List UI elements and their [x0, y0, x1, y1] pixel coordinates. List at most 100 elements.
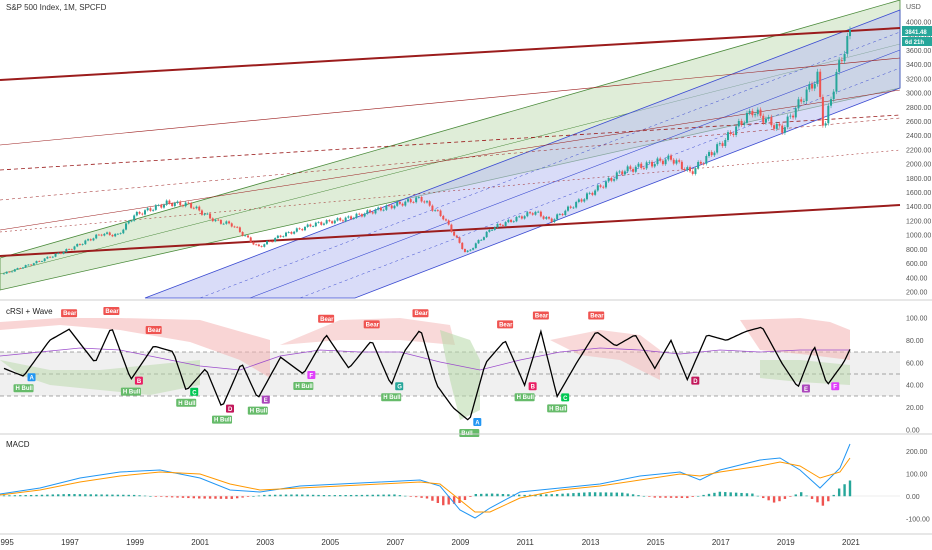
candle-body: [754, 114, 757, 116]
macd-histogram-bar: [328, 495, 331, 497]
macd-histogram-bar: [290, 494, 293, 497]
candle-body: [507, 219, 510, 223]
crsi-red-zone-1: [0, 318, 270, 378]
candle-body: [512, 221, 515, 223]
macd-histogram-bar: [550, 494, 553, 497]
candle-body: [125, 223, 128, 230]
candle-body: [366, 210, 369, 214]
candle-body: [247, 235, 250, 238]
blue-channel: [144, 9, 901, 299]
candle-body: [271, 241, 274, 243]
candle-body: [426, 201, 428, 203]
macd-histogram-bar: [24, 495, 27, 497]
candle-body: [556, 214, 559, 220]
time-tick-label: 2003: [256, 538, 274, 547]
candle-body: [328, 220, 331, 222]
candle-body: [119, 233, 122, 235]
macd-histogram-bar: [637, 495, 640, 497]
candle-body: [16, 268, 19, 270]
wave-letter-tag: [528, 382, 537, 391]
bull-tag: [120, 387, 141, 396]
macd-histogram-bar: [111, 494, 114, 497]
macd-histogram-bar: [51, 494, 55, 497]
candle-body: [84, 240, 87, 245]
price-tick-label: 1800.00: [906, 176, 931, 183]
blue-channel-dash-2: [299, 67, 901, 299]
candle-body: [591, 192, 594, 195]
crsi-axis: 100.00 80.00 60.00 40.00 20.00 0.00: [906, 316, 928, 435]
macd-histogram-bar: [94, 494, 98, 497]
candle-body: [550, 218, 553, 222]
candle-body: [146, 208, 149, 211]
bear-tag: [412, 309, 429, 318]
macd-histogram-bar: [181, 496, 185, 498]
price-tick-label: 200.00: [906, 290, 928, 297]
macd-histogram-bar: [799, 492, 803, 497]
candle-body: [138, 211, 141, 214]
candle-body: [214, 219, 217, 222]
macd-histogram-bar: [100, 494, 103, 497]
crsi-pane: cRSI + Wave Bear BearBearBearBearBearBear…: [0, 306, 928, 438]
candle-body: [103, 233, 106, 236]
macd-histogram-bar: [165, 496, 168, 498]
candle-body: [783, 127, 786, 133]
candle-body: [748, 110, 751, 113]
candle-body: [721, 143, 724, 146]
trendline-5: [0, 89, 901, 231]
wave-letter-label: F: [833, 385, 837, 391]
macd-histogram-bar: [588, 492, 591, 497]
macd-histogram-bar: [257, 495, 261, 497]
candle-body: [181, 205, 184, 207]
candle-body: [154, 205, 157, 210]
candle-body: [78, 244, 81, 245]
candle-body: [501, 225, 504, 226]
macd-histogram-bar: [680, 496, 684, 498]
macd-histogram: [2, 480, 852, 506]
candle-body: [843, 53, 846, 62]
macd-histogram-bar: [154, 496, 158, 497]
candle-body: [344, 217, 347, 222]
candle-body: [431, 205, 434, 211]
macd-histogram-bar: [241, 496, 244, 498]
macd-histogram-bar: [713, 492, 716, 497]
candle-body: [293, 231, 296, 234]
macd-histogram-bar: [67, 494, 71, 497]
bear-tag: [61, 309, 78, 318]
wave-letter-label: D: [228, 407, 233, 413]
candle-body: [545, 217, 548, 219]
candle-body: [542, 216, 545, 219]
time-tick-label: 2005: [321, 538, 339, 547]
candle-body: [664, 159, 667, 165]
candle-body: [583, 199, 586, 202]
macd-histogram-bar: [192, 496, 196, 499]
candle-body: [702, 163, 705, 165]
candle-body: [444, 219, 447, 221]
macd-histogram-bar: [127, 494, 130, 497]
macd-histogram-bar: [116, 494, 120, 497]
macd-histogram-bar: [371, 494, 374, 497]
candle-body: [680, 161, 683, 170]
macd-histogram-bar: [387, 494, 391, 497]
candle-body: [195, 206, 198, 209]
candle-body: [653, 164, 656, 167]
candle-body: [417, 197, 420, 198]
price-tick-label: 2600.00: [906, 119, 931, 126]
candle-body: [813, 83, 816, 89]
wave-letter-label: E: [264, 398, 268, 404]
candle-body: [751, 110, 754, 116]
candle-body: [59, 252, 62, 254]
price-tick-label: 1000.00: [906, 233, 931, 240]
macd-histogram-bar: [621, 492, 624, 497]
candle-body: [594, 190, 597, 195]
support-line: [0, 204, 901, 257]
candle-body: [108, 232, 111, 236]
trendline-3: [0, 114, 901, 171]
candle-body: [667, 155, 670, 160]
candle-body: [295, 228, 298, 232]
candle-body: [233, 226, 236, 228]
macd-histogram-bar: [843, 484, 846, 497]
currency-label: USD: [906, 4, 921, 11]
crsi-tick-label: 80.00: [906, 338, 924, 345]
crsi-green-zone-3: [760, 360, 850, 385]
macd-histogram-bar: [751, 493, 754, 497]
